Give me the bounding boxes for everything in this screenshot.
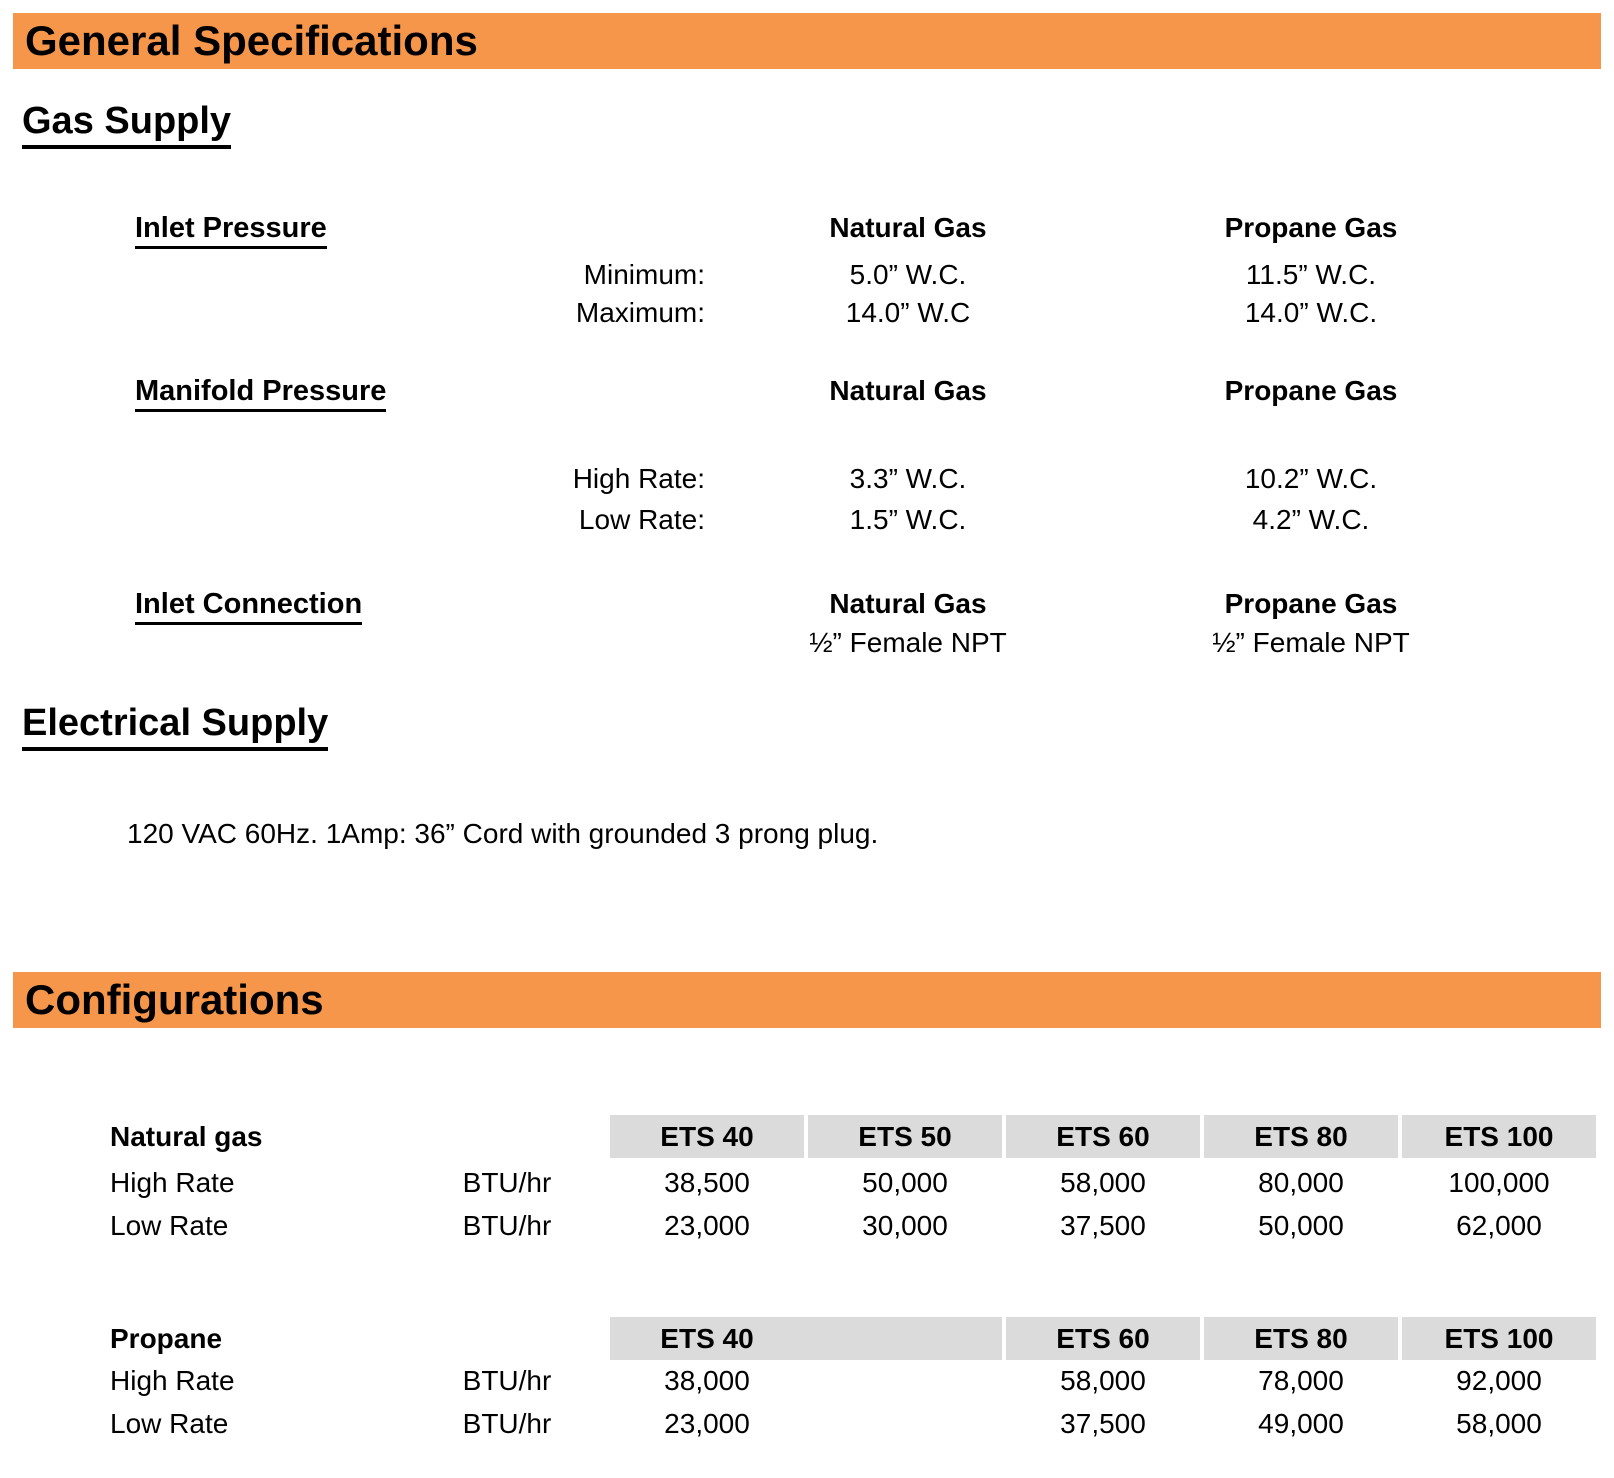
- model-header-ets-80: ETS 80: [1254, 1323, 1348, 1354]
- model-header-ets-40: ETS 40: [660, 1121, 754, 1152]
- unit-label: BTU/hr: [462, 1167, 552, 1198]
- inlet-connection-propane-value: ½” Female NPT: [1212, 627, 1410, 658]
- configurations-banner: Configurations: [13, 972, 1601, 1028]
- low-rate-propane-value: 4.2” W.C.: [1252, 504, 1370, 535]
- inlet-pressure-header-row: Inlet Pressure Natural Gas Propane Gas: [0, 212, 1614, 249]
- minimum-label: Minimum:: [583, 259, 705, 290]
- maximum-label: Maximum:: [575, 297, 705, 328]
- inlet-connection-propane-gas-column-header: Propane Gas: [1224, 588, 1398, 619]
- unit-label: BTU/hr: [462, 1210, 552, 1241]
- value-ets-80: 80,000: [1258, 1167, 1344, 1198]
- manifold-pressure-propane-gas-column-header: Propane Gas: [1224, 375, 1398, 406]
- low-rate-natural-value: 1.5” W.C.: [849, 504, 967, 535]
- propane-table-label: Propane: [110, 1323, 223, 1354]
- model-header-ets-80: ETS 80: [1254, 1121, 1348, 1152]
- manifold-pressure-label: Manifold Pressure: [135, 375, 387, 412]
- value-ets-40: 23,000: [664, 1210, 750, 1241]
- gas-supply-heading: Gas Supply: [22, 100, 232, 149]
- value-ets-40: 23,000: [664, 1408, 750, 1439]
- inlet-connection-header-row: Inlet Connection Natural Gas Propane Gas: [0, 588, 1614, 625]
- row-label: High Rate: [110, 1167, 235, 1198]
- propane-table-header-row: Propane ETS 40 ETS 60 ETS 80 ETS 100: [0, 1317, 1614, 1360]
- maximum-propane-value: 14.0” W.C.: [1244, 297, 1378, 328]
- model-header-ets-50: ETS 50: [858, 1121, 952, 1152]
- value-ets-40: 38,000: [664, 1365, 750, 1396]
- header-cell-background: [808, 1115, 1002, 1158]
- natural-gas-high-rate-row: High Rate BTU/hr 38,500 50,000 58,000 80…: [0, 1166, 1614, 1200]
- value-ets-100: 92,000: [1456, 1365, 1542, 1396]
- minimum-propane-value: 11.5” W.C.: [1245, 259, 1377, 290]
- general-specifications-title: General Specifications: [25, 17, 478, 64]
- natural-gas-low-rate-row: Low Rate BTU/hr 23,000 30,000 37,500 50,…: [0, 1209, 1614, 1243]
- row-label: Low Rate: [110, 1408, 229, 1439]
- value-ets-50: 30,000: [862, 1210, 948, 1241]
- inlet-pressure-label: Inlet Pressure: [135, 212, 327, 249]
- value-ets-50: 50,000: [862, 1167, 948, 1198]
- inlet-connection-values-row: ½” Female NPT ½” Female NPT: [0, 626, 1614, 660]
- configurations-title: Configurations: [25, 976, 324, 1023]
- value-ets-100: 58,000: [1456, 1408, 1542, 1439]
- manifold-pressure-natural-gas-column-header: Natural Gas: [829, 375, 987, 406]
- electrical-supply-text: 120 VAC 60Hz. 1Amp: 36” Cord with ground…: [127, 818, 879, 849]
- row-label: High Rate: [110, 1365, 235, 1396]
- inlet-pressure-propane-gas-column-header: Propane Gas: [1224, 212, 1398, 243]
- value-ets-60: 37,500: [1060, 1408, 1146, 1439]
- propane-low-rate-row: Low Rate BTU/hr 23,000 37,500 49,000 58,…: [0, 1407, 1614, 1441]
- inlet-connection-natural-value: ½” Female NPT: [809, 627, 1007, 658]
- value-ets-80: 49,000: [1258, 1408, 1344, 1439]
- manifold-pressure-low-rate-row: Low Rate: 1.5” W.C. 4.2” W.C.: [0, 503, 1614, 537]
- inlet-connection-natural-gas-column-header: Natural Gas: [829, 588, 987, 619]
- model-header-ets-100: ETS 100: [1444, 1323, 1554, 1354]
- high-rate-label: High Rate:: [572, 463, 705, 494]
- inlet-pressure-minimum-row: Minimum: 5.0” W.C. 11.5” W.C.: [0, 258, 1614, 292]
- manifold-pressure-high-rate-row: High Rate: 3.3” W.C. 10.2” W.C.: [0, 462, 1614, 496]
- header-cell-background: [610, 1115, 804, 1158]
- minimum-natural-value: 5.0” W.C.: [849, 259, 967, 290]
- header-cell-background: [1402, 1115, 1596, 1158]
- maximum-natural-value: 14.0” W.C: [845, 297, 971, 328]
- header-cell-background: [1402, 1317, 1596, 1360]
- value-ets-60: 58,000: [1060, 1167, 1146, 1198]
- header-cell-background: [1204, 1317, 1398, 1360]
- value-ets-60: 37,500: [1060, 1210, 1146, 1241]
- unit-label: BTU/hr: [462, 1408, 552, 1439]
- general-specifications-banner: General Specifications: [13, 13, 1601, 69]
- model-header-ets-60: ETS 60: [1056, 1121, 1150, 1152]
- value-ets-80: 78,000: [1258, 1365, 1344, 1396]
- manifold-pressure-header-row: Manifold Pressure Natural Gas Propane Ga…: [0, 375, 1614, 412]
- model-header-ets-100: ETS 100: [1444, 1121, 1554, 1152]
- header-cell-background: [610, 1317, 1002, 1360]
- propane-high-rate-row: High Rate BTU/hr 38,000 58,000 78,000 92…: [0, 1364, 1614, 1398]
- value-ets-100: 100,000: [1448, 1167, 1550, 1198]
- value-ets-60: 58,000: [1060, 1365, 1146, 1396]
- low-rate-label: Low Rate:: [578, 504, 705, 535]
- model-header-ets-40: ETS 40: [660, 1323, 754, 1354]
- header-cell-background: [1006, 1317, 1200, 1360]
- row-label: Low Rate: [110, 1210, 229, 1241]
- inlet-connection-label: Inlet Connection: [135, 588, 363, 625]
- header-cell-background: [1006, 1115, 1200, 1158]
- electrical-supply-heading: Electrical Supply: [22, 702, 329, 751]
- inlet-pressure-maximum-row: Maximum: 14.0” W.C 14.0” W.C.: [0, 296, 1614, 330]
- high-rate-natural-value: 3.3” W.C.: [849, 463, 967, 494]
- natural-gas-table-header-row: Natural gas ETS 40 ETS 50 ETS 60 ETS 80 …: [0, 1115, 1614, 1158]
- value-ets-40: 38,500: [664, 1167, 750, 1198]
- value-ets-80: 50,000: [1258, 1210, 1344, 1241]
- inlet-pressure-natural-gas-column-header: Natural Gas: [829, 212, 987, 243]
- value-ets-100: 62,000: [1456, 1210, 1542, 1241]
- high-rate-propane-value: 10.2” W.C.: [1244, 463, 1378, 494]
- unit-label: BTU/hr: [462, 1365, 552, 1396]
- model-header-ets-60: ETS 60: [1056, 1323, 1150, 1354]
- natural-gas-table-label: Natural gas: [110, 1121, 263, 1152]
- header-cell-background: [1204, 1115, 1398, 1158]
